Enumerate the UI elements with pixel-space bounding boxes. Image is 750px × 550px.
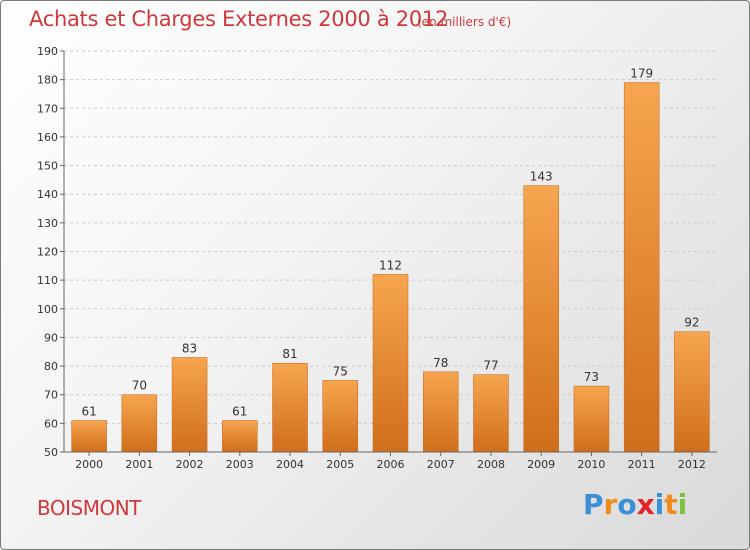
bar-2004 — [272, 362, 308, 453]
value-label-2001: 70 — [132, 379, 147, 393]
logo-letter: t — [664, 488, 678, 521]
logo-letter: o — [617, 488, 637, 521]
y-tick-label: 110 — [37, 274, 58, 287]
chart-title: Achats et Charges Externes 2000 à 2012 — [29, 7, 449, 31]
y-tick-label: 170 — [37, 102, 58, 115]
bar-2008 — [473, 374, 509, 453]
logo-letter: i — [677, 488, 688, 521]
y-tick-label: 50 — [44, 446, 58, 459]
bar-2012 — [674, 331, 710, 453]
x-tick-label-2012: 2012 — [678, 458, 706, 471]
value-label-2007: 78 — [433, 356, 448, 370]
bar-2006 — [372, 274, 409, 453]
bar-2007 — [422, 371, 459, 453]
x-tick-label-2008: 2008 — [477, 458, 505, 471]
axes — [60, 50, 717, 456]
y-tick-label: 180 — [37, 74, 58, 87]
proxiti-logo: Proxiti — [583, 488, 687, 521]
logo-letter: i — [654, 488, 665, 521]
x-tick-label-2002: 2002 — [176, 458, 204, 471]
x-tick-label-2003: 2003 — [226, 458, 254, 471]
x-tick-label-2006: 2006 — [377, 458, 405, 471]
y-tick-label: 160 — [37, 131, 58, 144]
bar-2001 — [121, 394, 158, 453]
x-tick-label-2011: 2011 — [628, 458, 656, 471]
value-label-2004: 81 — [282, 347, 297, 361]
value-label-2012: 92 — [684, 316, 699, 330]
bar-2011 — [623, 82, 660, 453]
bar-2002 — [171, 357, 208, 453]
y-tick-label: 60 — [44, 417, 58, 430]
value-label-2005: 75 — [333, 364, 348, 378]
y-tick-label: 90 — [44, 331, 58, 344]
value-label-2002: 83 — [182, 341, 197, 355]
y-tick-label: 150 — [37, 160, 58, 173]
bar-2005 — [322, 380, 359, 453]
value-label-2008: 77 — [483, 359, 498, 373]
x-tick-label-2007: 2007 — [427, 458, 455, 471]
logo-letter: x — [636, 488, 655, 521]
value-label-2011: 179 — [630, 67, 653, 81]
logo-letter: P — [583, 488, 604, 521]
y-tick-label: 100 — [37, 303, 58, 316]
bars — [71, 82, 710, 453]
labels: 50 60 70 80 90 100 110 120 130 140 150 160 170 180 190… — [37, 45, 706, 471]
commune-name: BOISMONT — [37, 496, 141, 520]
x-tick-label-2004: 2004 — [276, 458, 304, 471]
y-tick-label: 80 — [44, 360, 58, 373]
y-tick-label: 70 — [44, 389, 58, 402]
bar-2003 — [222, 420, 258, 453]
bar-2010 — [573, 385, 610, 453]
bar-2009 — [523, 185, 559, 453]
value-label-2009: 143 — [530, 170, 553, 184]
logo-letter: r — [603, 488, 618, 521]
value-label-2006: 112 — [379, 258, 402, 272]
x-tick-label-2001: 2001 — [125, 458, 153, 471]
bar-2000 — [71, 420, 107, 453]
x-tick-label-2000: 2000 — [75, 458, 103, 471]
x-tick-label-2010: 2010 — [577, 458, 605, 471]
value-label-2010: 73 — [584, 370, 599, 384]
y-tick-label: 130 — [37, 217, 58, 230]
x-tick-label-2005: 2005 — [326, 458, 354, 471]
y-tick-label: 120 — [37, 246, 58, 259]
value-label-2003: 61 — [232, 404, 247, 418]
y-tick-label: 140 — [37, 188, 58, 201]
chart-subtitle: (en milliers d'€) — [417, 15, 512, 29]
value-label-2000: 61 — [81, 404, 96, 418]
y-tick-label: 190 — [37, 45, 58, 58]
x-tick-label-2009: 2009 — [527, 458, 555, 471]
